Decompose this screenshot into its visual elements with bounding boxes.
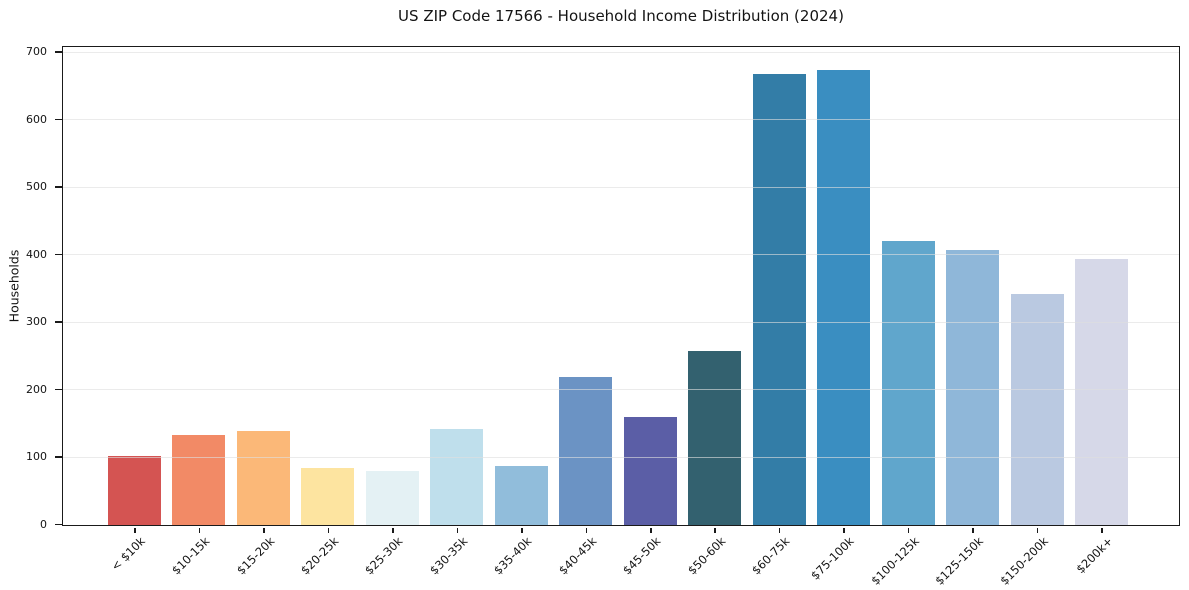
- x-tick-label: $40-45k: [555, 534, 600, 578]
- x-tick-mark: [714, 527, 716, 533]
- bar: [172, 434, 226, 525]
- plot-area: [62, 46, 1180, 526]
- x-tick-mark: [327, 527, 330, 533]
- gridline: [63, 51, 1179, 53]
- x-tick-mark: [263, 527, 265, 533]
- x-tick-label: $60-75k: [749, 534, 793, 578]
- bar: [1010, 294, 1064, 525]
- x-tick-mark: [972, 527, 974, 533]
- x-tick-label: $200k+: [1072, 534, 1115, 577]
- y-tick-mark: [55, 51, 62, 53]
- gridline: [63, 119, 1179, 121]
- x-tick-label: $15-20k: [233, 534, 277, 578]
- bar: [559, 376, 613, 525]
- gridline: [63, 321, 1179, 323]
- x-tick-mark: [521, 527, 523, 533]
- y-tick-label: 100: [26, 450, 47, 464]
- x-tick-label: $20-25k: [297, 534, 342, 578]
- x-tick-mark: [1036, 527, 1039, 533]
- x-tick-label: $125-150k: [932, 534, 987, 588]
- y-tick-label: 700: [26, 45, 47, 59]
- bar: [365, 471, 419, 525]
- y-tick-label: 600: [26, 112, 47, 126]
- bar: [236, 430, 290, 525]
- gridline: [63, 186, 1179, 188]
- x-tick-label: $10-15k: [168, 534, 213, 578]
- x-tick-mark: [198, 527, 201, 533]
- x-tick-mark: [585, 527, 588, 533]
- bar: [1075, 259, 1129, 525]
- bar: [881, 240, 935, 525]
- y-tick-mark: [55, 186, 62, 188]
- x-tick-label: $75-100k: [808, 534, 858, 583]
- x-tick-label: $45-50k: [620, 534, 664, 578]
- bar: [494, 466, 548, 525]
- gridline: [63, 254, 1179, 256]
- x-tick-mark: [778, 527, 781, 533]
- gridline: [63, 389, 1179, 391]
- x-tick-label: $150-200k: [996, 534, 1051, 588]
- bar: [817, 70, 871, 525]
- bar: [108, 455, 161, 525]
- bar: [301, 468, 355, 525]
- y-tick-mark: [55, 388, 62, 391]
- x-tick-label: $25-30k: [362, 534, 406, 578]
- bar: [688, 350, 742, 525]
- x-tick-mark: [843, 527, 845, 533]
- y-tick-label: 0: [40, 517, 47, 531]
- bar: [752, 74, 806, 525]
- x-tick-label: $35-40k: [491, 534, 535, 578]
- x-tick-label: $30-35k: [426, 534, 471, 578]
- x-tick-mark: [1101, 527, 1103, 533]
- bar: [430, 428, 484, 525]
- gridline: [63, 456, 1179, 458]
- x-tick-mark: [456, 527, 459, 533]
- y-tick-mark: [55, 118, 62, 121]
- y-tick-label: 200: [26, 382, 47, 396]
- bar: [946, 249, 1000, 525]
- x-tick-label: < $10k: [108, 534, 148, 574]
- chart-title: US ZIP Code 17566 - Household Income Dis…: [398, 7, 844, 25]
- y-tick-label: 400: [26, 247, 47, 261]
- x-tick-label: $100-125k: [867, 534, 922, 588]
- bar: [623, 417, 677, 525]
- x-tick-mark: [650, 527, 652, 533]
- x-tick-mark: [907, 527, 910, 533]
- y-tick-mark: [55, 456, 62, 458]
- x-tick-label: $50-60k: [684, 534, 729, 578]
- x-tick-mark: [392, 527, 394, 533]
- y-tick-mark: [55, 523, 62, 526]
- y-tick-mark: [55, 253, 62, 256]
- x-tick-mark: [134, 527, 136, 533]
- y-tick-label: 500: [26, 180, 47, 194]
- y-tick-label: 300: [26, 315, 47, 329]
- y-tick-mark: [55, 321, 62, 323]
